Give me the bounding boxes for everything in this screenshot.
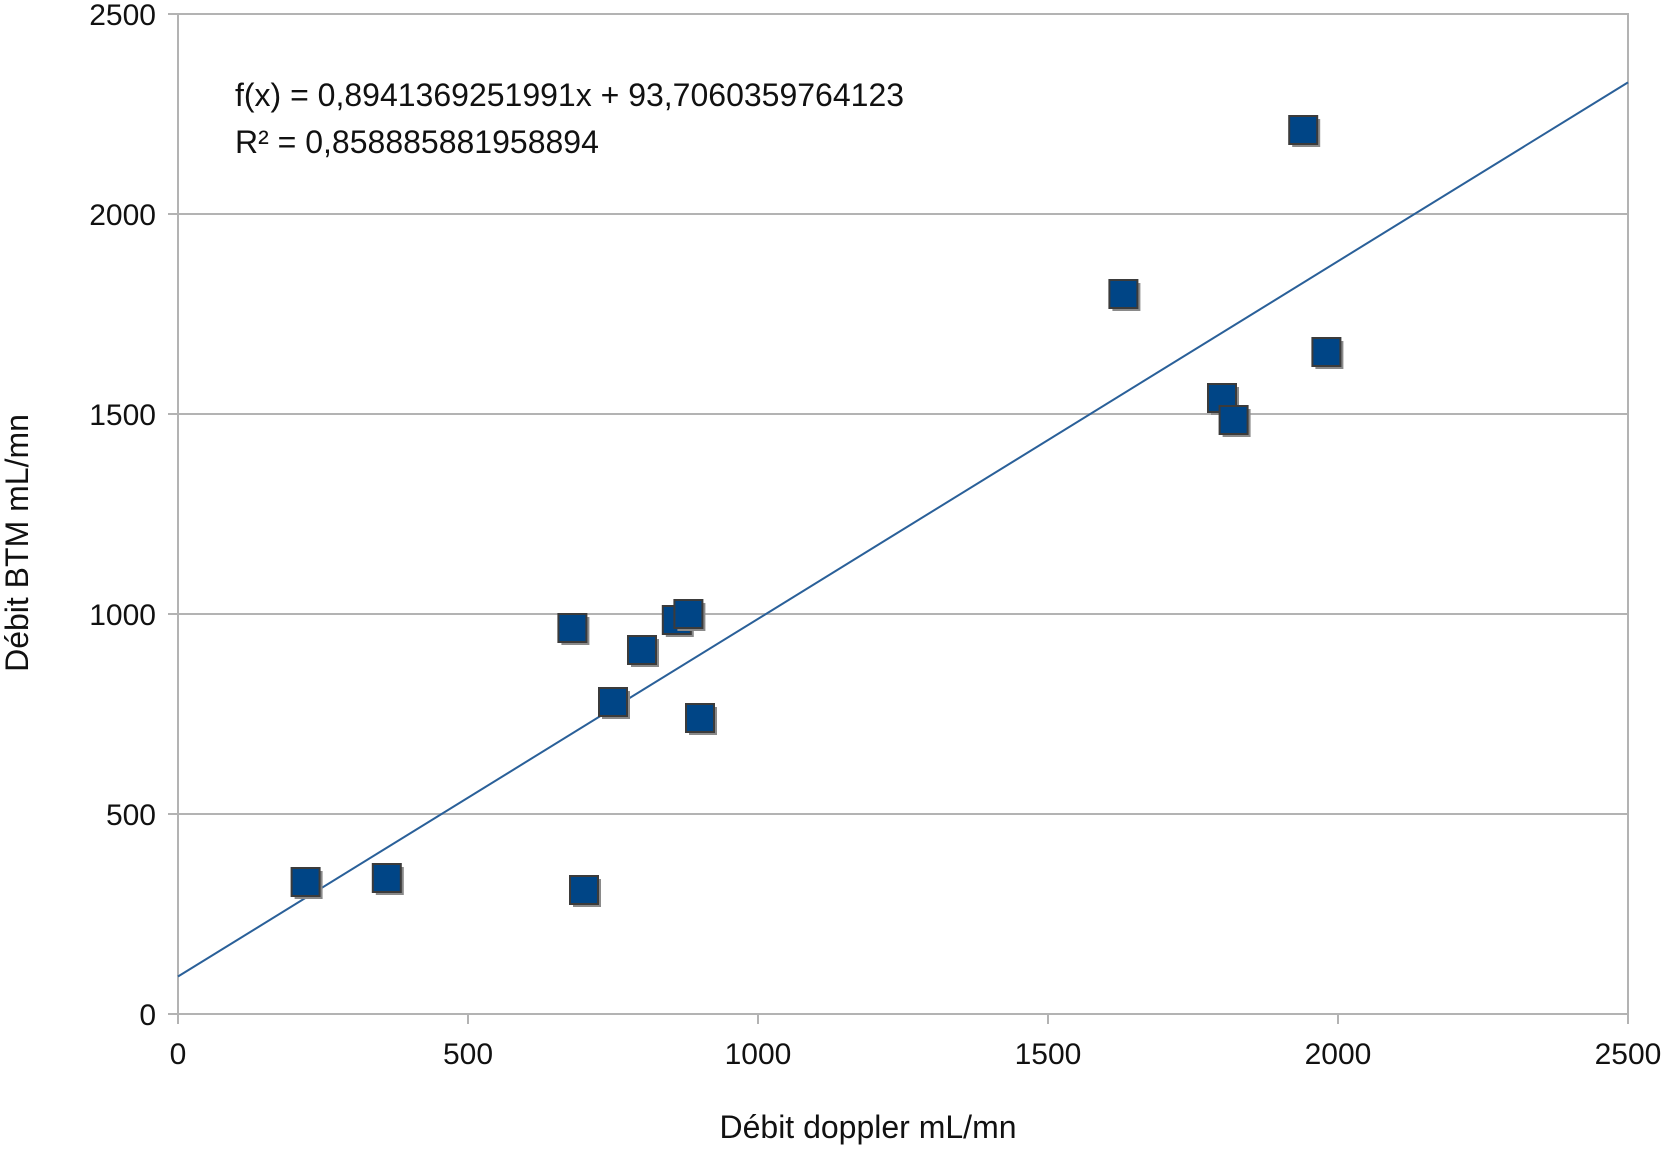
y-axis-tick-labels: 0 500 1000 1500 2000 2500	[89, 0, 178, 1032]
x-tick-label: 2000	[1305, 1038, 1372, 1071]
x-axis-tick-labels: 0 500 1000 1500 2000 2500	[170, 1014, 1662, 1071]
y-tick-label: 1500	[89, 399, 156, 432]
data-point	[290, 867, 321, 897]
x-tick-label: 2500	[1595, 1038, 1662, 1071]
data-point	[569, 875, 599, 905]
y-tick-label: 2500	[89, 0, 156, 32]
y-tick-label: 2000	[89, 199, 156, 232]
y-tick-label: 500	[106, 799, 156, 832]
data-point	[1311, 337, 1342, 367]
data-point	[1218, 405, 1249, 435]
data-point	[673, 599, 704, 629]
x-tick-label: 0	[170, 1038, 187, 1071]
y-tick-label: 0	[139, 999, 156, 1032]
data-point	[598, 687, 628, 717]
trendline-equation: f(x) = 0,8941369251991x + 93,70603597641…	[235, 77, 904, 113]
data-points	[290, 115, 1344, 907]
x-tick-label: 500	[443, 1038, 493, 1071]
y-axis-title: Débit BTM mL/mn	[0, 414, 35, 672]
plot-area-frame	[177, 13, 1629, 1015]
x-tick-label: 1500	[1015, 1038, 1082, 1071]
data-point	[1288, 115, 1319, 145]
data-point	[627, 635, 657, 665]
x-tick-label: 1000	[725, 1038, 792, 1071]
r-squared-label: R² = 0,858885881958894	[235, 124, 599, 160]
y-tick-label: 1000	[89, 599, 156, 632]
data-point	[557, 613, 588, 643]
trendline	[177, 81, 1629, 978]
data-point	[685, 703, 715, 733]
data-point	[371, 863, 402, 893]
x-axis-title: Débit doppler mL/mn	[719, 1109, 1016, 1145]
data-point	[1108, 279, 1139, 309]
